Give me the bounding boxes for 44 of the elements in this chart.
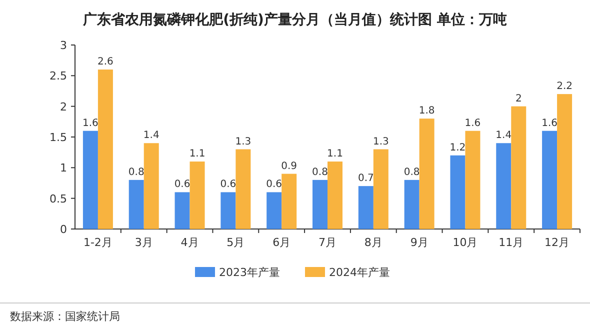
x-tick-label: 1-2月 xyxy=(83,236,112,249)
x-tick-label: 7月 xyxy=(318,236,336,249)
legend-label: 2024年产量 xyxy=(329,266,390,279)
data-label: 0.8 xyxy=(312,166,328,178)
data-label: 0.8 xyxy=(404,166,420,178)
data-label: 0.9 xyxy=(281,160,298,172)
y-tick-label: 0 xyxy=(60,223,67,236)
data-label: 2.6 xyxy=(98,56,114,68)
data-label: 2.2 xyxy=(556,81,572,92)
data-label: 1.3 xyxy=(372,136,389,148)
data-label: 1.4 xyxy=(143,130,160,142)
x-tick-label: 6月 xyxy=(272,236,291,249)
data-label: 0.6 xyxy=(266,179,282,190)
data-label: 0.6 xyxy=(174,179,190,190)
x-tick-label: 4月 xyxy=(180,236,199,249)
x-tick-label: 8月 xyxy=(364,236,382,249)
legend-label: 2023年产量 xyxy=(219,266,280,279)
data-label: 0.6 xyxy=(220,179,236,190)
data-label: 1.4 xyxy=(496,130,512,142)
data-label: 1.6 xyxy=(464,118,481,129)
chart-title: 广东省农用氮磷钾化肥(折纯)产量分月（当月值）统计图 单位：万吨 xyxy=(82,11,507,28)
y-tick-label: 1.5 xyxy=(50,131,67,144)
y-tick-label: 2.5 xyxy=(50,70,67,83)
x-tick-label: 11月 xyxy=(498,236,524,249)
data-label: 0.8 xyxy=(128,166,144,178)
x-tick-label: 9月 xyxy=(410,236,428,249)
y-tick-label: 0.5 xyxy=(50,192,67,206)
y-tick-label: 2 xyxy=(60,100,67,114)
data-label: 1.1 xyxy=(327,148,343,160)
data-label: 1.1 xyxy=(189,148,206,160)
data-label: 0.7 xyxy=(358,173,374,184)
data-label: 1.2 xyxy=(450,142,466,154)
data-label: 1.8 xyxy=(418,106,435,117)
x-tick-label: 3月 xyxy=(134,236,153,249)
source-note: 数据来源：国家统计局 xyxy=(10,310,120,323)
x-tick-label: 12月 xyxy=(544,236,570,249)
data-label: 1.6 xyxy=(82,118,98,129)
data-label: 2 xyxy=(515,93,522,104)
x-tick-label: 5月 xyxy=(226,236,245,249)
data-label: 1.6 xyxy=(542,118,558,129)
y-tick-label: 1 xyxy=(60,162,67,175)
y-tick-label: 3 xyxy=(60,39,67,52)
data-label: 1.3 xyxy=(235,136,252,148)
x-tick-label: 10月 xyxy=(452,236,478,249)
